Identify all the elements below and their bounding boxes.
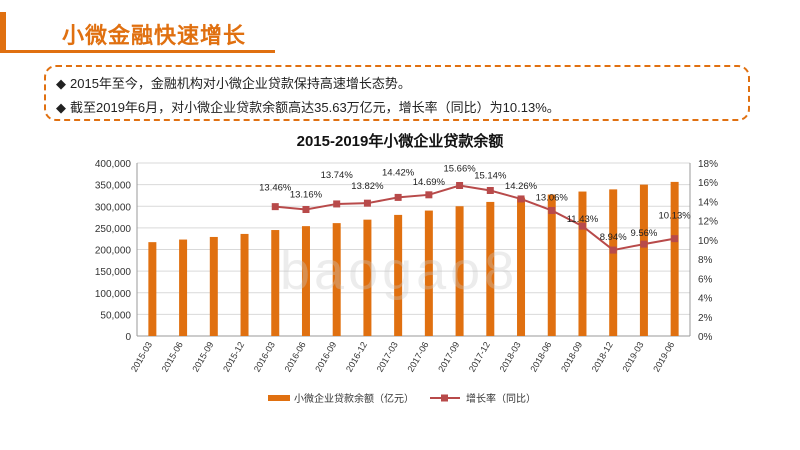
bar <box>148 242 156 336</box>
x-tick-label: 2018-12 <box>590 340 615 374</box>
y-right-tick-label: 14% <box>698 197 718 208</box>
bar <box>486 202 494 336</box>
legend-bar-label: 小微企业贷款余额（亿元） <box>294 392 414 405</box>
growth-rate-data-label: 15.66% <box>443 163 476 174</box>
y-left-tick-label: 200,000 <box>95 246 132 257</box>
x-tick-label: 2019-03 <box>620 340 645 374</box>
growth-rate-marker <box>487 187 494 194</box>
growth-rate-data-label: 14.26% <box>505 181 538 192</box>
growth-rate-marker <box>395 194 402 201</box>
y-left-tick-label: 350,000 <box>95 181 132 192</box>
x-tick-label: 2019-06 <box>651 340 676 374</box>
growth-rate-data-label: 13.74% <box>321 170 354 181</box>
bar <box>609 189 617 336</box>
x-tick-label: 2015-06 <box>160 340 185 374</box>
x-tick-label: 2017-03 <box>375 340 400 374</box>
growth-rate-marker <box>333 200 340 207</box>
growth-rate-data-label: 13.46% <box>259 183 292 194</box>
bar <box>548 195 556 336</box>
growth-rate-data-label: 8.94% <box>600 232 627 243</box>
legend: 小微企业贷款余额（亿元） 增长率（同比） <box>268 392 536 405</box>
bar <box>302 226 310 336</box>
growth-rate-data-label: 14.42% <box>382 167 415 178</box>
x-tick-label: 2015-03 <box>129 340 154 374</box>
y-left-tick-label: 100,000 <box>95 289 132 300</box>
legend-line-marker <box>441 395 448 402</box>
y-right-tick-label: 12% <box>698 217 718 228</box>
x-tick-label: 2017-09 <box>436 340 461 374</box>
growth-rate-marker <box>518 195 525 202</box>
y-left-tick-label: 50,000 <box>100 310 131 321</box>
bar <box>517 198 525 336</box>
x-tick-label: 2018-03 <box>498 340 523 374</box>
y-left-tick-label: 150,000 <box>95 267 132 278</box>
y-left-tick-label: 300,000 <box>95 202 132 213</box>
bar <box>333 223 341 336</box>
x-tick-label: 2017-12 <box>467 340 492 374</box>
y-right-tick-label: 8% <box>698 255 713 266</box>
bar <box>271 230 279 336</box>
growth-rate-marker <box>671 235 678 242</box>
y-left-tick-label: 0 <box>125 332 131 343</box>
x-tick-label: 2018-06 <box>528 340 553 374</box>
y-right-tick-label: 4% <box>698 294 713 305</box>
bar <box>179 240 187 336</box>
growth-rate-marker <box>302 206 309 213</box>
legend-bar-swatch <box>268 395 290 401</box>
y-right-tick-label: 18% <box>698 159 718 170</box>
y-right-tick-label: 6% <box>698 274 713 285</box>
growth-rate-data-label: 11.43% <box>567 214 599 225</box>
growth-rate-data-label: 9.56% <box>630 228 657 239</box>
growth-rate-marker <box>364 200 371 207</box>
growth-rate-marker <box>425 191 432 198</box>
bar <box>671 182 679 336</box>
growth-rate-marker <box>610 247 617 254</box>
growth-rate-marker <box>640 241 647 248</box>
y-right-tick-label: 0% <box>698 332 713 343</box>
growth-rate-data-label: 15.14% <box>474 170 507 181</box>
x-tick-label: 2018-09 <box>559 340 584 374</box>
y-left-tick-label: 250,000 <box>95 224 132 235</box>
bar <box>363 220 371 336</box>
growth-rate-data-label: 10.13% <box>659 211 692 222</box>
x-tick-label: 2017-06 <box>405 340 430 374</box>
growth-rate-data-label: 13.16% <box>290 190 323 201</box>
x-tick-label: 2016-03 <box>252 340 277 374</box>
growth-rate-marker <box>272 203 279 210</box>
bar <box>425 211 433 336</box>
bar <box>241 234 249 336</box>
bar <box>210 237 218 336</box>
bar <box>640 185 648 336</box>
x-tick-label: 2015-09 <box>190 340 215 374</box>
x-tick-label: 2016-06 <box>283 340 308 374</box>
growth-rate-data-label: 14.69% <box>413 177 446 188</box>
bar <box>394 215 402 336</box>
x-tick-label: 2015-12 <box>221 340 246 374</box>
y-right-tick-label: 16% <box>698 178 718 189</box>
legend-line-label: 增长率（同比） <box>466 392 536 405</box>
x-tick-label: 2016-12 <box>344 340 369 374</box>
growth-rate-marker <box>456 182 463 189</box>
y-right-tick-label: 10% <box>698 236 718 247</box>
growth-rate-data-label: 13.82% <box>351 181 384 192</box>
growth-rate-data-label: 13.06% <box>536 192 569 203</box>
y-left-tick-label: 400,000 <box>95 159 132 170</box>
bar <box>456 206 464 336</box>
x-tick-label: 2016-09 <box>313 340 338 374</box>
growth-rate-marker <box>548 207 555 214</box>
y-right-tick-label: 2% <box>698 313 713 324</box>
